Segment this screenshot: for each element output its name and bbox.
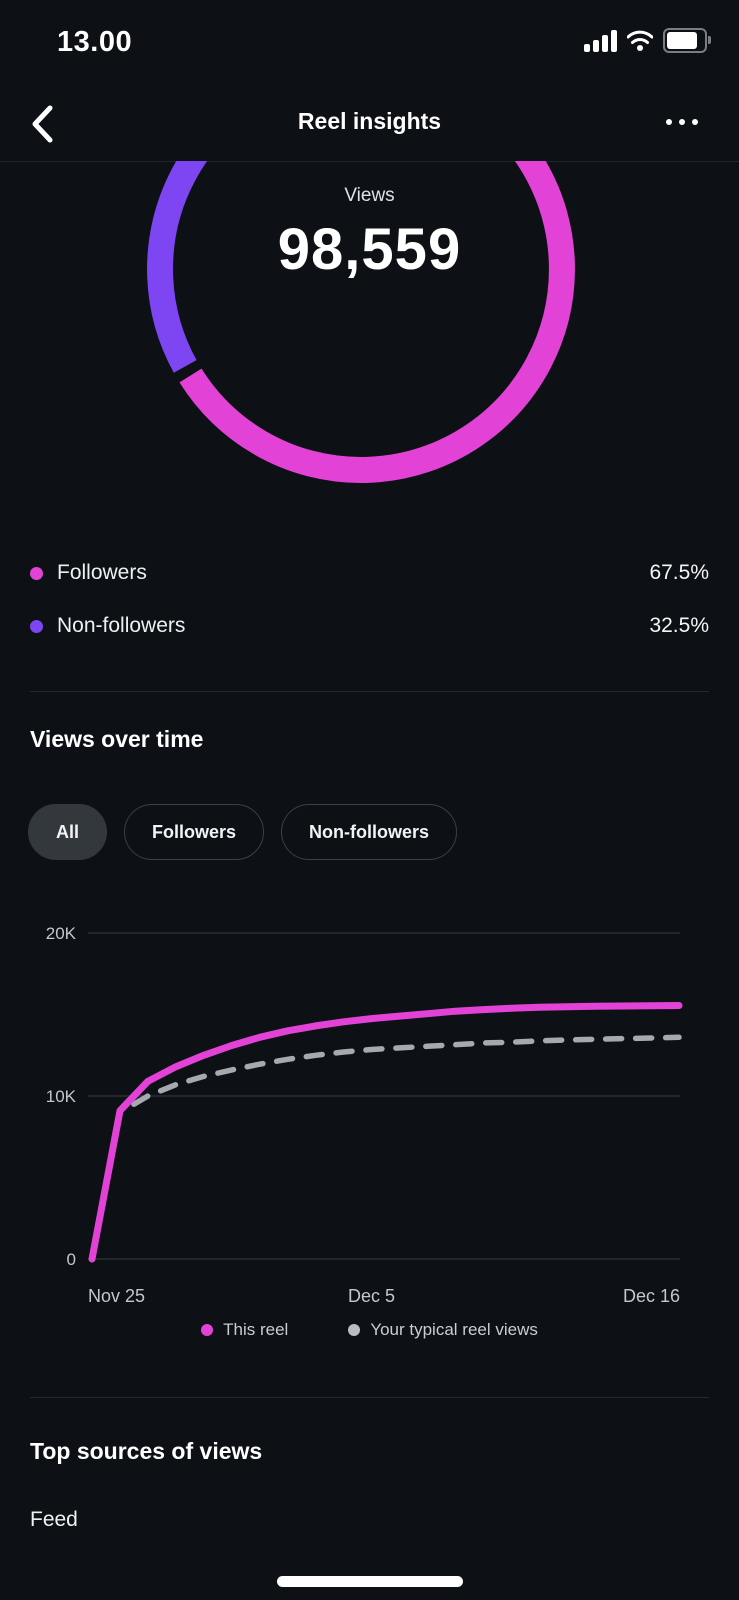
wifi-icon	[627, 30, 653, 51]
filter-chip-non-followers[interactable]: Non-followers	[281, 804, 458, 860]
legend-item-typical-views: Your typical reel views	[348, 1320, 538, 1340]
typical-views-dot-icon	[348, 1324, 361, 1336]
donut-ring	[147, 161, 575, 483]
filter-chip-all[interactable]: All	[28, 804, 108, 860]
breakdown-row-non-followers: Non-followers 32.5%	[30, 605, 709, 647]
battery-icon	[663, 28, 711, 53]
views-over-time-heading: Views over time	[30, 726, 204, 752]
status-icons	[584, 28, 711, 53]
breakdown-value: 67.5%	[649, 561, 709, 584]
legend-label: Your typical reel views	[370, 1320, 538, 1339]
breakdown-row-followers: Followers 67.5%	[30, 552, 709, 594]
svg-text:20K: 20K	[46, 924, 77, 943]
filter-chip-followers[interactable]: Followers	[124, 804, 265, 860]
home-indicator[interactable]	[276, 1576, 463, 1587]
this-reel-dot-icon	[201, 1324, 214, 1336]
status-bar: 13.00	[0, 0, 739, 88]
svg-text:Dec 5: Dec 5	[348, 1286, 395, 1306]
section-divider	[30, 1397, 709, 1398]
breakdown-value: 32.5%	[649, 614, 709, 637]
views-line-chart: 0 10K 20K Nov 25 Dec 5 Dec 16	[0, 900, 739, 1320]
audience-breakdown: Followers 67.5% Non-followers 32.5%	[30, 552, 709, 658]
breakdown-label: Followers	[57, 561, 147, 584]
legend-label: This reel	[223, 1320, 289, 1339]
section-divider	[30, 691, 709, 692]
audience-filter-chips: All Followers Non-followers	[28, 804, 458, 860]
ellipsis-icon	[666, 119, 672, 125]
legend-item-this-reel: This reel	[201, 1320, 288, 1340]
cellular-signal-icon	[584, 29, 617, 52]
svg-text:10K: 10K	[46, 1087, 77, 1106]
header: Reel insights	[0, 88, 739, 162]
views-donut-chart: Views 98,559	[0, 161, 739, 501]
followers-dot-icon	[30, 566, 43, 580]
donut-metric-label: Views	[344, 185, 395, 206]
chevron-left-icon	[32, 105, 53, 143]
line-chart-legend: This reel Your typical reel views	[0, 1320, 739, 1340]
back-button[interactable]	[20, 102, 64, 146]
source-item-feed[interactable]: Feed	[30, 1508, 78, 1531]
page-title: Reel insights	[297, 108, 442, 134]
svg-text:Dec 16: Dec 16	[623, 1286, 680, 1306]
donut-metric-value: 98,559	[277, 217, 462, 282]
clock: 13.00	[57, 26, 133, 58]
svg-text:Nov 25: Nov 25	[88, 1286, 145, 1306]
svg-text:0: 0	[67, 1250, 76, 1269]
breakdown-label: Non-followers	[57, 614, 186, 637]
non-followers-dot-icon	[30, 619, 43, 633]
more-options-button[interactable]	[655, 100, 709, 144]
top-sources-heading: Top sources of views	[30, 1438, 263, 1464]
